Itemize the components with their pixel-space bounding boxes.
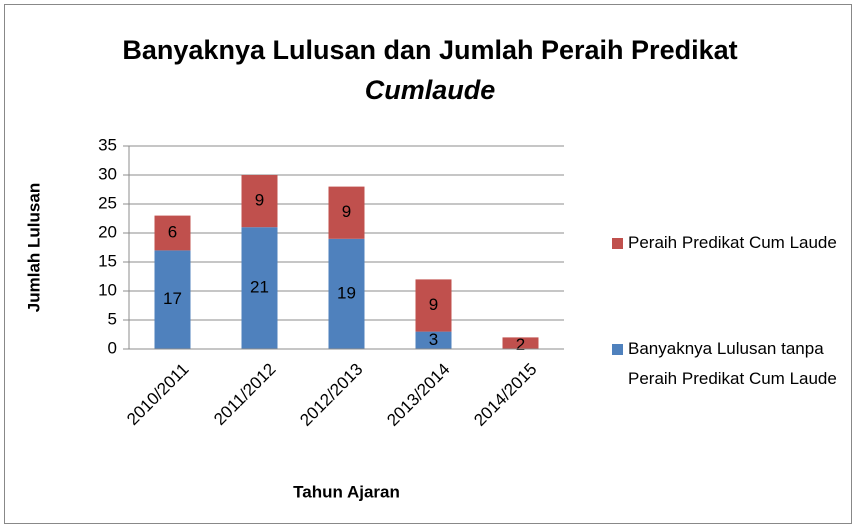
bar-segment bbox=[415, 279, 452, 332]
y-tick-label: 15 bbox=[98, 251, 117, 270]
y-tick-label: 35 bbox=[98, 135, 117, 154]
bar-segment bbox=[154, 250, 191, 349]
data-label: 19 bbox=[337, 283, 356, 302]
bar-segment bbox=[328, 186, 365, 239]
chart-title: Banyaknya Lulusan dan Jumlah Peraih Pred… bbox=[120, 30, 740, 110]
legend-swatch bbox=[612, 344, 623, 355]
data-label: 9 bbox=[342, 202, 351, 221]
bar-segment bbox=[241, 175, 278, 228]
data-label: 6 bbox=[168, 222, 177, 241]
data-label: 3 bbox=[429, 330, 438, 349]
y-tick-label: 5 bbox=[108, 309, 117, 328]
bar-segment bbox=[415, 331, 452, 349]
data-label: 2 bbox=[516, 335, 525, 354]
y-tick-label: 25 bbox=[98, 193, 117, 212]
data-label: 9 bbox=[255, 191, 264, 210]
data-label: 21 bbox=[250, 278, 269, 297]
data-label: 9 bbox=[429, 295, 438, 314]
legend-swatch bbox=[612, 238, 623, 249]
y-tick-label: 20 bbox=[98, 222, 117, 241]
data-label: 17 bbox=[163, 289, 182, 308]
bar-segment bbox=[502, 337, 539, 349]
y-tick-label: 0 bbox=[108, 338, 117, 357]
legend-label: Peraih Predikat Cum Laude bbox=[628, 233, 837, 252]
y-tick-label: 10 bbox=[98, 280, 117, 299]
bar-segment bbox=[328, 238, 365, 349]
bar-segment bbox=[241, 227, 278, 349]
legend-label: Banyaknya Lulusan tanpa Peraih Predikat … bbox=[628, 339, 837, 388]
y-tick-label: 30 bbox=[98, 164, 117, 183]
chart-border bbox=[4, 4, 852, 524]
title-italic: Cumlaude bbox=[364, 75, 496, 105]
bar-segment bbox=[154, 215, 191, 251]
y-axis-title: Jumlah Lulusan bbox=[24, 183, 43, 312]
x-axis-title: Tahun Ajaran bbox=[293, 482, 400, 501]
title-text: Banyaknya Lulusan dan Jumlah Peraih Pred… bbox=[122, 35, 738, 65]
